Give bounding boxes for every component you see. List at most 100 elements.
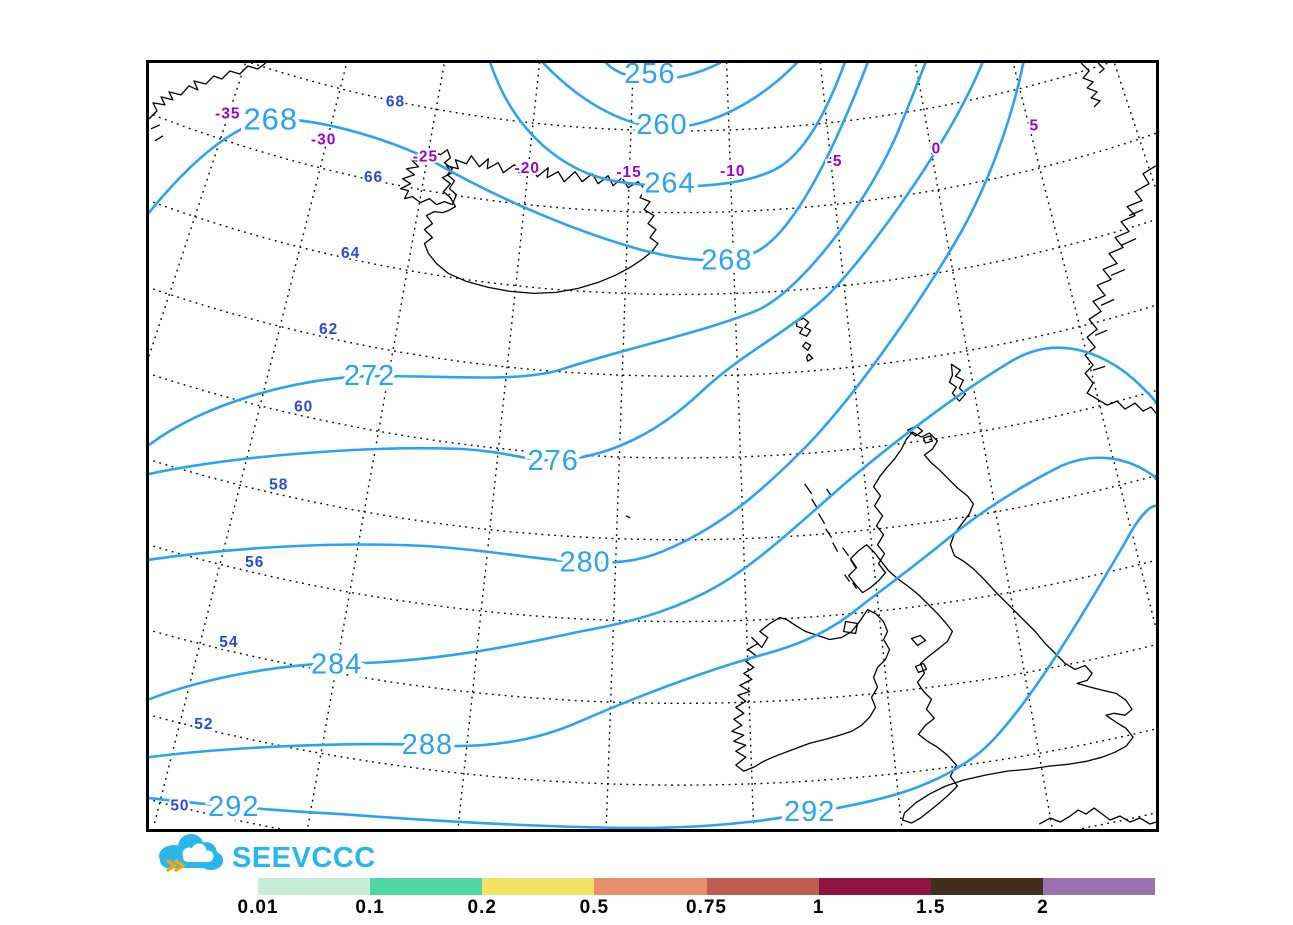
- parallel-line: [149, 798, 1156, 829]
- meridian-line: [1012, 63, 1156, 631]
- colorbar-segment-3: [594, 878, 707, 895]
- coastline: [1092, 209, 1144, 371]
- graticule: [149, 63, 1156, 829]
- seevccc-logo-svg: SEEVCCC: [159, 834, 376, 874]
- parallel-line: [149, 629, 1156, 705]
- meridian-line: [819, 63, 903, 829]
- meridian-line: [914, 63, 1053, 829]
- colorbar-tick-label: 0.75: [686, 897, 727, 918]
- latitude-label: 68 66 64 62 60 58 56 54 52 50: [168, 91, 406, 816]
- contour-line-272: [149, 63, 927, 447]
- colorbar-segment-6: [930, 878, 1043, 895]
- parallel-line: [149, 286, 1156, 377]
- contour-line-292: [149, 504, 1156, 829]
- latitude-label-item: 60: [294, 399, 313, 416]
- coastline: [847, 431, 1134, 824]
- contour-label-item: 292: [784, 796, 835, 828]
- longitude-label: -35 -30 -25 -20 -15 -10 -5 0 5: [213, 103, 1040, 183]
- parallel-line: [249, 63, 1111, 132]
- seevccc-logo: SEEVCCC: [148, 833, 378, 877]
- colorbar-tick-label: 1: [812, 897, 825, 918]
- longitude-label-item: -25: [413, 148, 438, 165]
- latitude-label-item: 52: [194, 716, 213, 733]
- colorbar-tick-label: 2: [1037, 897, 1049, 918]
- meridian-line: [605, 63, 635, 828]
- coastline: [731, 608, 891, 772]
- contour-line-264: [489, 63, 846, 188]
- contour-line-260: [541, 63, 799, 130]
- longitude-label-item: -5: [827, 153, 843, 170]
- contour-line-268: [149, 63, 869, 262]
- colorbar-tick-label: 1.5: [916, 897, 946, 918]
- longitude-label-item: -20: [515, 160, 540, 177]
- colorbar-segment-2: [482, 878, 595, 895]
- coastline: [149, 63, 267, 142]
- coastline: [796, 317, 814, 362]
- contour-line-276: [149, 63, 984, 476]
- coastline: [1038, 807, 1156, 825]
- coastline: [1084, 165, 1156, 414]
- latitude-label-item: 58: [269, 476, 288, 493]
- meridian-line: [725, 63, 755, 828]
- coastline: [804, 483, 858, 589]
- colorbar-tick-label: 0.5: [579, 897, 610, 918]
- contour-label-item: 268: [701, 244, 752, 276]
- contour-label-item: 268: [243, 101, 298, 136]
- contour-label-item: 280: [560, 547, 611, 579]
- latitude-label-item: 68: [386, 93, 405, 110]
- latitude-label-item: 56: [245, 554, 264, 571]
- contour-label-item: 260: [636, 109, 687, 141]
- longitude-label-item: -10: [720, 163, 745, 180]
- colorbar-tick-label: 0.2: [467, 897, 497, 918]
- contour-line-288: [149, 456, 1156, 759]
- coastline: [625, 515, 631, 519]
- geopotential-contours: [149, 63, 1156, 829]
- coastline: [842, 620, 859, 635]
- parallel-line: [149, 112, 1156, 214]
- contour-line-284: [149, 346, 1156, 701]
- logo-text: SEEVCCC: [232, 842, 376, 874]
- contour-label-item: 288: [402, 729, 453, 761]
- meridian-line: [1113, 63, 1156, 192]
- coastline: [910, 634, 928, 674]
- longitude-label-item: -15: [616, 164, 641, 181]
- map-frame: 268 256 260 264 268 272 276 280 284 288 292 292 -35-…: [146, 60, 1159, 832]
- contour-label-item: 272: [344, 360, 395, 392]
- longitude-label-item: -30: [311, 131, 336, 148]
- latitude-label-item: 54: [219, 634, 238, 651]
- contour-label-item: 264: [644, 168, 695, 200]
- colorbar-segment-5: [818, 878, 931, 895]
- arrow-icon: [166, 859, 185, 872]
- meridian-line: [457, 63, 541, 829]
- colorbar-segment-0: [258, 878, 371, 895]
- coastline: [423, 155, 659, 295]
- colorbar-segment-1: [370, 878, 483, 895]
- parallel-line: [149, 714, 1156, 786]
- parallel-line: [149, 458, 1156, 541]
- parallel-line: [149, 372, 1156, 459]
- longitude-label-item: 0: [932, 140, 942, 157]
- dust-load-colorbar: [258, 878, 1155, 895]
- meridian-line: [149, 63, 247, 359]
- contour-label: 268 256 260 264 268 272 276 280 284 288 292 292: [204, 63, 838, 829]
- meridian-line: [152, 63, 348, 828]
- contour-label-item: 256: [624, 63, 675, 90]
- coastline: [948, 363, 967, 402]
- colorbar-segment-7: [1042, 878, 1155, 895]
- latitude-label-item: 62: [319, 321, 338, 338]
- colorbar-tick-label: 0.01: [237, 897, 279, 918]
- coastline: [1080, 63, 1105, 108]
- contour-line-256: [604, 63, 722, 81]
- latitude-label-item: 66: [364, 169, 383, 186]
- contour-label-item: 284: [311, 648, 362, 680]
- contour-label-item: 276: [528, 445, 579, 477]
- contour-line-280: [149, 63, 1025, 565]
- meridian-line: [306, 63, 446, 829]
- colorbar-tick-label: 0.1: [355, 897, 385, 918]
- latitude-label-item: 64: [341, 245, 360, 262]
- longitude-label-item: 5: [1029, 117, 1039, 134]
- parallel-line: [149, 544, 1156, 623]
- latitude-label-item: 50: [170, 798, 189, 815]
